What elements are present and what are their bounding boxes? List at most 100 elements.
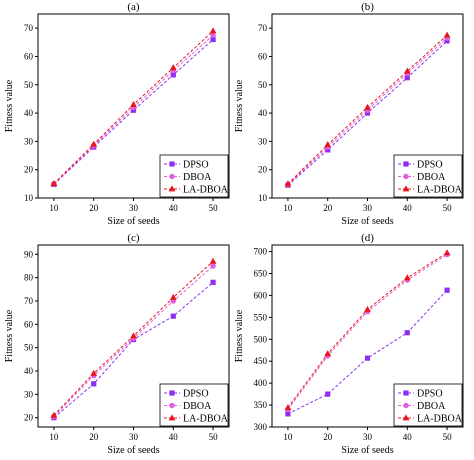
data-point-la-dboa bbox=[209, 27, 217, 34]
data-point-la-dboa bbox=[443, 31, 451, 38]
x-tick-label: 20 bbox=[89, 203, 99, 213]
legend-label: LA-DBOA bbox=[183, 185, 229, 196]
x-tick-label: 20 bbox=[323, 432, 333, 442]
y-axis-label: Fitness value bbox=[4, 309, 15, 362]
x-axis-label: Size of seeds bbox=[107, 445, 159, 456]
data-point-dboa bbox=[210, 32, 216, 38]
x-tick-label: 40 bbox=[169, 432, 179, 442]
y-tick-label: 500 bbox=[254, 334, 268, 344]
data-point-dpso bbox=[210, 36, 216, 43]
y-tick-label: 50 bbox=[258, 80, 268, 90]
data-point-la-dboa bbox=[284, 404, 292, 411]
data-point-dpso bbox=[210, 279, 216, 285]
y-axis-label: Fitness value bbox=[4, 79, 15, 132]
data-point-la-dboa bbox=[90, 369, 98, 376]
y-tick-label: 30 bbox=[24, 136, 34, 146]
legend-marker bbox=[402, 414, 410, 421]
data-point-dpso bbox=[364, 355, 371, 361]
y-axis-label: Fitness value bbox=[234, 309, 245, 362]
x-tick-label: 10 bbox=[283, 432, 293, 442]
legend-label: DPSO bbox=[417, 160, 443, 171]
data-point-la-dboa bbox=[90, 140, 98, 147]
data-point-la-dboa bbox=[50, 179, 58, 186]
legend-label: DBOA bbox=[417, 172, 446, 183]
chart-title: (d) bbox=[361, 232, 374, 244]
x-tick-label: 50 bbox=[209, 432, 219, 442]
series-line-dboa bbox=[287, 37, 448, 186]
data-point-dboa bbox=[210, 263, 216, 269]
y-tick-label: 40 bbox=[258, 108, 268, 118]
legend-marker bbox=[403, 390, 409, 396]
x-tick-label: 20 bbox=[89, 432, 99, 442]
data-point-la-dboa bbox=[403, 67, 411, 74]
data-point-dpso bbox=[91, 381, 97, 387]
y-tick-label: 20 bbox=[258, 165, 268, 175]
y-tick-label: 350 bbox=[254, 400, 268, 410]
legend-label: DPSO bbox=[183, 160, 209, 171]
legend-marker bbox=[169, 402, 175, 409]
data-point-la-dboa bbox=[403, 274, 411, 281]
y-tick-label: 30 bbox=[24, 389, 34, 399]
data-point-la-dboa bbox=[284, 180, 292, 187]
x-tick-label: 30 bbox=[129, 203, 139, 213]
legend-marker bbox=[168, 185, 176, 192]
chart-panel-4: (d) 10 20 30 40 50 300 350 400 450 500 550 600 650 700… bbox=[234, 232, 464, 456]
data-point-dpso bbox=[170, 72, 176, 78]
data-point-dpso bbox=[404, 330, 410, 336]
x-tick-label: 50 bbox=[443, 203, 453, 213]
legend-marker bbox=[168, 414, 176, 421]
x-axis-label: Size of seeds bbox=[341, 216, 393, 227]
x-tick-label: 10 bbox=[49, 432, 59, 442]
x-tick-label: 40 bbox=[169, 203, 179, 213]
y-tick-label: 650 bbox=[254, 269, 268, 279]
chart-panel-3: (c) 10 20 30 40 50 20 30 40 50 60 70 80 90 Size of see… bbox=[4, 232, 230, 456]
data-point-la-dboa bbox=[130, 332, 137, 339]
y-tick-label: 40 bbox=[24, 366, 34, 376]
legend-label: DPSO bbox=[417, 389, 443, 400]
data-point-dpso bbox=[325, 147, 331, 153]
legend-marker bbox=[169, 390, 175, 396]
y-tick-label: 20 bbox=[24, 165, 34, 175]
chart-title: (b) bbox=[361, 1, 374, 13]
legend-label: DBOA bbox=[417, 401, 446, 412]
data-point-la-dboa bbox=[209, 257, 217, 264]
y-tick-label: 70 bbox=[24, 296, 34, 306]
legend-marker bbox=[169, 161, 175, 167]
series-line-dpso bbox=[53, 39, 214, 185]
y-tick-label: 400 bbox=[254, 378, 268, 388]
y-tick-label: 550 bbox=[254, 312, 268, 322]
x-tick-label: 30 bbox=[363, 203, 373, 213]
legend-label: LA-DBOA bbox=[183, 414, 229, 425]
data-point-la-dboa bbox=[324, 141, 332, 148]
x-tick-label: 10 bbox=[49, 203, 59, 213]
data-point-la-dboa bbox=[169, 64, 177, 71]
y-tick-label: 90 bbox=[24, 249, 34, 259]
data-point-dpso bbox=[404, 75, 410, 81]
y-tick-label: 50 bbox=[24, 343, 34, 353]
chart-title: (a) bbox=[127, 1, 140, 13]
data-point-dpso bbox=[130, 107, 137, 113]
data-point-la-dboa bbox=[443, 249, 451, 256]
x-tick-label: 50 bbox=[443, 432, 453, 442]
data-point-dpso bbox=[170, 313, 176, 319]
x-tick-label: 20 bbox=[323, 203, 333, 213]
y-tick-label: 60 bbox=[258, 51, 268, 61]
legend-marker bbox=[403, 161, 409, 167]
x-axis-label: Size of seeds bbox=[107, 216, 159, 227]
data-point-dpso bbox=[285, 411, 291, 417]
data-point-dpso bbox=[444, 38, 450, 44]
y-tick-label: 50 bbox=[24, 80, 34, 90]
chart-panel-1: (a) 10 20 30 40 50 10 20 30 40 50 60 70 Size of seeds… bbox=[4, 1, 230, 227]
y-tick-label: 600 bbox=[254, 290, 268, 300]
y-tick-label: 450 bbox=[254, 356, 268, 366]
legend-label: LA-DBOA bbox=[417, 185, 463, 196]
legend-marker bbox=[169, 173, 175, 180]
chart-title: (c) bbox=[127, 232, 140, 244]
legend-label: DBOA bbox=[183, 172, 212, 183]
data-point-la-dboa bbox=[324, 350, 332, 357]
x-tick-label: 30 bbox=[363, 432, 373, 442]
